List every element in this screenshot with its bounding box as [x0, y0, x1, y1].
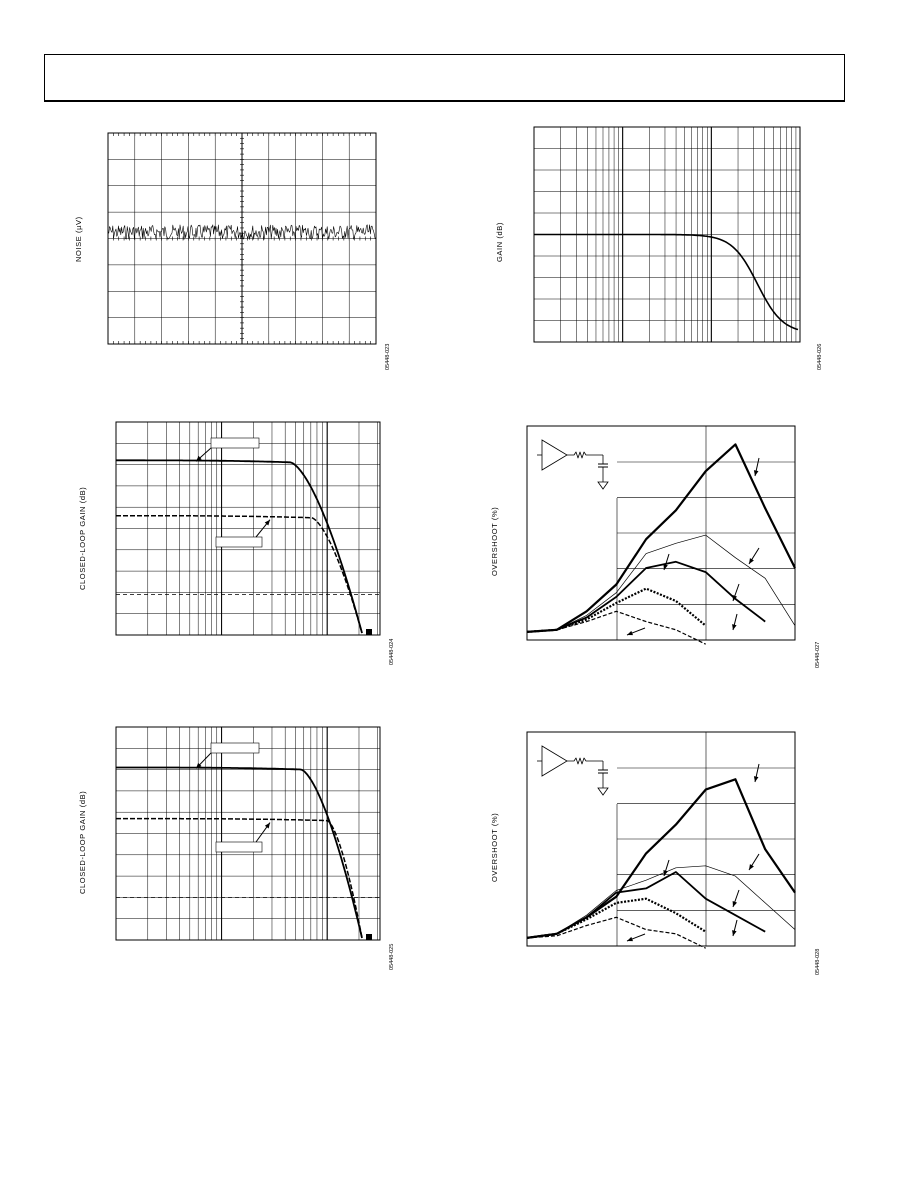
chart-overshoot-2 [526, 731, 796, 949]
overshoot-series-3 [526, 871, 766, 939]
chart-overshoot-1-plot [526, 425, 796, 645]
annotation-arrow-2-head [264, 519, 270, 526]
end-marker [366, 934, 372, 940]
annotation-arrow-3-head [732, 595, 738, 601]
chart-noise-figure-id: 05448-023 [385, 343, 391, 370]
ground-icon [597, 481, 609, 490]
overshoot-series-4 [526, 587, 707, 633]
chart-overshoot-2-plot [526, 731, 796, 949]
annotation-box-2 [215, 841, 263, 853]
end-marker [366, 629, 372, 635]
noise-trace [107, 224, 376, 240]
overshoot-series-5 [526, 916, 706, 949]
overshoot-series-1 [526, 443, 796, 633]
annotation-box-2 [215, 536, 263, 548]
annotation-box-1 [210, 742, 260, 754]
annotation-arrow-5-head [627, 630, 633, 636]
annotation-arrow-1-head [753, 776, 759, 782]
chart-noise [107, 132, 377, 345]
resistor-icon [567, 757, 603, 765]
overshoot-series-3 [526, 560, 766, 633]
closed-loop-gain-series-1 [116, 459, 363, 634]
chart-gain-plot [533, 126, 801, 343]
chart-overshoot-2-ylabel: OVERSHOOT (%) [490, 812, 499, 882]
annotation-arrow-6-head [732, 930, 737, 936]
chart-closed-loop-gain-1 [115, 421, 381, 636]
chart-gain-figure-id: 05448-026 [817, 343, 823, 370]
buffer-icon [541, 745, 568, 777]
chart-closed-loop-gain-2-plot [115, 726, 381, 941]
buffer-icon [541, 439, 568, 471]
closed-loop-gain-series-2 [116, 514, 363, 634]
ground-icon [597, 787, 609, 796]
chart-gain-ylabel: GAIN (dB) [495, 222, 504, 262]
closed-loop-gain-series-1 [116, 766, 363, 939]
chart-closed-loop-gain-1-figure-id: 05448-024 [389, 638, 395, 665]
annotation-arrow-6-head [732, 624, 737, 630]
chart-closed-loop-gain-2 [115, 726, 381, 941]
annotation-box-1 [210, 437, 260, 449]
overshoot-series-2 [526, 534, 796, 633]
annotation-arrow-1-head [196, 455, 202, 462]
chart-gain [533, 126, 801, 343]
chart-overshoot-1-figure-id: 05448-027 [815, 641, 821, 668]
chart-overshoot-1-ylabel: OVERSHOOT (%) [490, 506, 499, 576]
page-header [44, 54, 845, 102]
resistor-icon [567, 451, 603, 459]
overshoot-series-5 [526, 610, 706, 645]
annotation-arrow-1-head [753, 470, 759, 476]
annotation-arrow-2-head [749, 864, 754, 870]
chart-closed-loop-gain-1-plot [115, 421, 381, 636]
gain-series [534, 233, 799, 331]
chart-closed-loop-gain-2-figure-id: 05448-025 [389, 943, 395, 970]
annotation-arrow-2-head [749, 558, 754, 564]
annotation-arrow-4-head [663, 564, 668, 570]
chart-closed-loop-gain-1-ylabel: CLOSED-LOOP GAIN (dB) [78, 486, 87, 590]
chart-noise-plot [107, 132, 377, 345]
annotation-arrow-1-head [196, 762, 202, 769]
annotation-arrow-5-head [627, 936, 633, 942]
chart-closed-loop-gain-2-ylabel: CLOSED-LOOP GAIN (dB) [78, 790, 87, 894]
annotation-arrow-4-head [663, 870, 668, 876]
chart-overshoot-2-figure-id: 05448-028 [815, 948, 821, 975]
annotation-arrow-2-head [264, 822, 270, 829]
chart-noise-ylabel: NOISE (µV) [74, 216, 83, 262]
annotation-arrow-3-head [732, 901, 738, 907]
overshoot-series-2 [526, 865, 796, 939]
closed-loop-gain-series-2 [116, 817, 363, 939]
overshoot-series-4 [526, 897, 707, 939]
chart-overshoot-1 [526, 425, 796, 645]
